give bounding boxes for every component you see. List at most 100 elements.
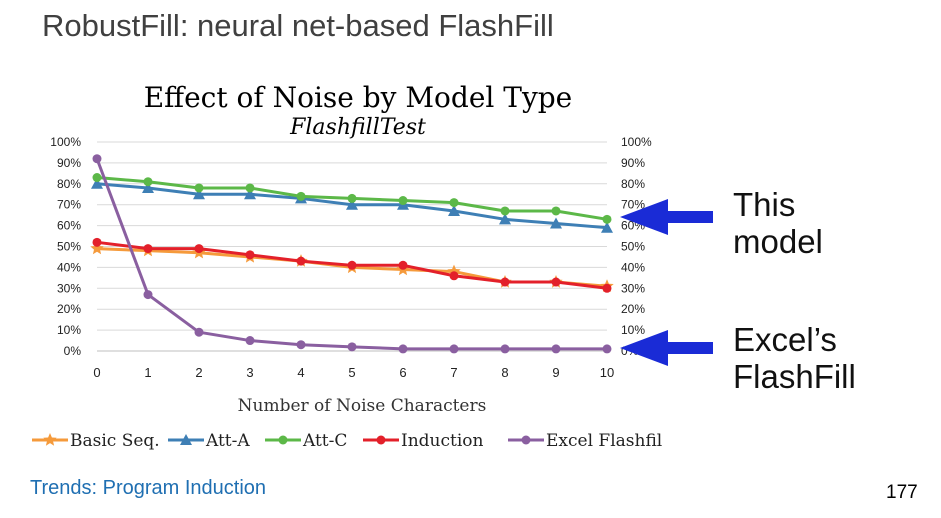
x-axis-label: Number of Noise Characters bbox=[238, 396, 487, 416]
data-point-excel-flashfil bbox=[143, 290, 153, 300]
y-tick-left: 80% bbox=[57, 177, 81, 191]
y-tick-right: 70% bbox=[621, 198, 645, 212]
excel-note-line1: Excel’s bbox=[733, 321, 837, 358]
data-point-att-c bbox=[551, 206, 561, 216]
legend-item-basic-seq: Basic Seq. bbox=[32, 431, 160, 451]
data-point-att-c bbox=[245, 183, 255, 193]
legend-label: Att-A bbox=[205, 431, 250, 451]
series-line-excel-flashfil bbox=[95, 158, 607, 351]
excel-flashfill-note: Excel’s FlashFill bbox=[733, 321, 856, 395]
legend-item-induction: Induction bbox=[363, 431, 484, 451]
legend-swatch-marker bbox=[521, 435, 531, 445]
data-point-induction bbox=[92, 237, 102, 247]
data-point-att-c bbox=[602, 214, 612, 224]
slide-title: RobustFill: neural net-based FlashFill bbox=[42, 8, 554, 43]
data-point-att-a bbox=[601, 221, 613, 233]
arrow-this-model bbox=[620, 199, 713, 235]
data-point-induction bbox=[245, 250, 255, 260]
data-point-excel-flashfil bbox=[296, 340, 306, 350]
y-tick-right: 100% bbox=[621, 135, 652, 149]
data-point-att-a bbox=[193, 188, 205, 200]
data-point-excel-flashfil bbox=[347, 342, 357, 352]
y-tick-right: 40% bbox=[621, 260, 645, 274]
y-axis-right: 0%10%20%30%40%50%60%70%80%90%100% bbox=[621, 135, 652, 358]
data-point-induction bbox=[347, 260, 357, 270]
y-tick-left: 90% bbox=[57, 156, 81, 170]
data-point-att-c bbox=[347, 193, 357, 203]
data-point-att-a bbox=[448, 204, 460, 216]
this-model-line1: This bbox=[733, 186, 796, 223]
data-point-att-a bbox=[142, 181, 154, 193]
this-model-line2: model bbox=[733, 223, 823, 260]
y-tick-left: 10% bbox=[57, 323, 81, 337]
x-tick: 2 bbox=[195, 365, 202, 380]
legend-swatch-marker bbox=[376, 435, 386, 445]
arrow-excel-flashfill bbox=[620, 330, 713, 366]
data-point-att-a bbox=[346, 198, 358, 210]
chart-subtitle: FlashfillTest bbox=[289, 115, 426, 140]
legend-swatch-marker bbox=[278, 435, 288, 445]
series-excel-flashfil bbox=[92, 154, 612, 354]
legend-swatch-marker bbox=[180, 434, 192, 445]
x-tick: 9 bbox=[552, 365, 559, 380]
data-point-excel-flashfil bbox=[449, 344, 459, 354]
data-point-att-a bbox=[499, 213, 511, 225]
x-tick: 10 bbox=[600, 365, 614, 380]
data-point-att-c bbox=[500, 206, 510, 216]
legend-item-att-c: Att-C bbox=[265, 431, 347, 451]
data-point-basic-seq bbox=[447, 264, 461, 278]
y-tick-left: 100% bbox=[50, 135, 81, 149]
data-point-excel-flashfil bbox=[92, 154, 102, 164]
x-tick: 6 bbox=[399, 365, 406, 380]
data-point-att-c bbox=[143, 177, 153, 187]
data-point-excel-flashfil bbox=[194, 327, 204, 337]
y-tick-right: 50% bbox=[621, 240, 645, 254]
data-point-att-c bbox=[449, 198, 459, 208]
y-tick-left: 70% bbox=[57, 198, 81, 212]
series-induction bbox=[92, 237, 612, 293]
legend-label: Basic Seq. bbox=[70, 431, 160, 451]
chart-series bbox=[90, 154, 614, 354]
series-att-c bbox=[92, 173, 612, 224]
data-point-basic-seq bbox=[90, 241, 104, 255]
y-tick-right: 30% bbox=[621, 281, 645, 295]
x-tick: 7 bbox=[450, 365, 457, 380]
data-point-induction bbox=[296, 256, 306, 266]
data-point-excel-flashfil bbox=[602, 344, 612, 354]
data-point-induction bbox=[551, 277, 561, 287]
footer-link[interactable]: Trends: Program Induction bbox=[30, 477, 267, 499]
data-point-excel-flashfil bbox=[551, 344, 561, 354]
y-tick-left: 50% bbox=[57, 240, 81, 254]
x-tick: 1 bbox=[144, 365, 151, 380]
legend-swatch-marker bbox=[43, 433, 57, 446]
legend-label: Att-C bbox=[302, 431, 347, 451]
y-tick-right: 80% bbox=[621, 177, 645, 191]
legend-item-excel-flashfil: Excel Flashfil bbox=[508, 431, 662, 451]
x-axis: 0 1 2 3 4 5 6 7 8 9 10 bbox=[93, 350, 614, 380]
data-point-att-c bbox=[92, 173, 102, 183]
page-number: 177 bbox=[886, 482, 918, 503]
chart-title: Effect of Noise by Model Type bbox=[144, 81, 573, 114]
data-point-induction bbox=[398, 260, 408, 270]
legend-label: Excel Flashfil bbox=[546, 431, 662, 451]
chart-gridlines bbox=[97, 141, 607, 352]
data-point-att-a bbox=[91, 177, 103, 189]
data-point-excel-flashfil bbox=[245, 336, 255, 346]
series-att-a bbox=[91, 177, 613, 233]
y-tick-left: 60% bbox=[57, 219, 81, 233]
y-tick-left: 0% bbox=[64, 344, 82, 358]
data-point-induction bbox=[449, 271, 459, 281]
legend-item-att-a: Att-A bbox=[168, 431, 250, 451]
data-point-excel-flashfil bbox=[398, 344, 408, 354]
y-axis-left: 0% 10% 20% 30% 40% 50% 60% 70% 80% 90% 100% bbox=[50, 135, 81, 358]
x-tick: 8 bbox=[501, 365, 508, 380]
data-point-att-a bbox=[550, 217, 562, 229]
x-tick: 0 bbox=[93, 365, 100, 380]
x-tick: 5 bbox=[348, 365, 355, 380]
annotation-arrows bbox=[620, 199, 713, 366]
chart-legend: Basic Seq. Att-A Att-C Induction Excel Flash… bbox=[32, 431, 662, 451]
legend-label: Induction bbox=[401, 431, 484, 451]
y-tick-right: 90% bbox=[621, 156, 645, 170]
data-point-excel-flashfil bbox=[500, 344, 510, 354]
